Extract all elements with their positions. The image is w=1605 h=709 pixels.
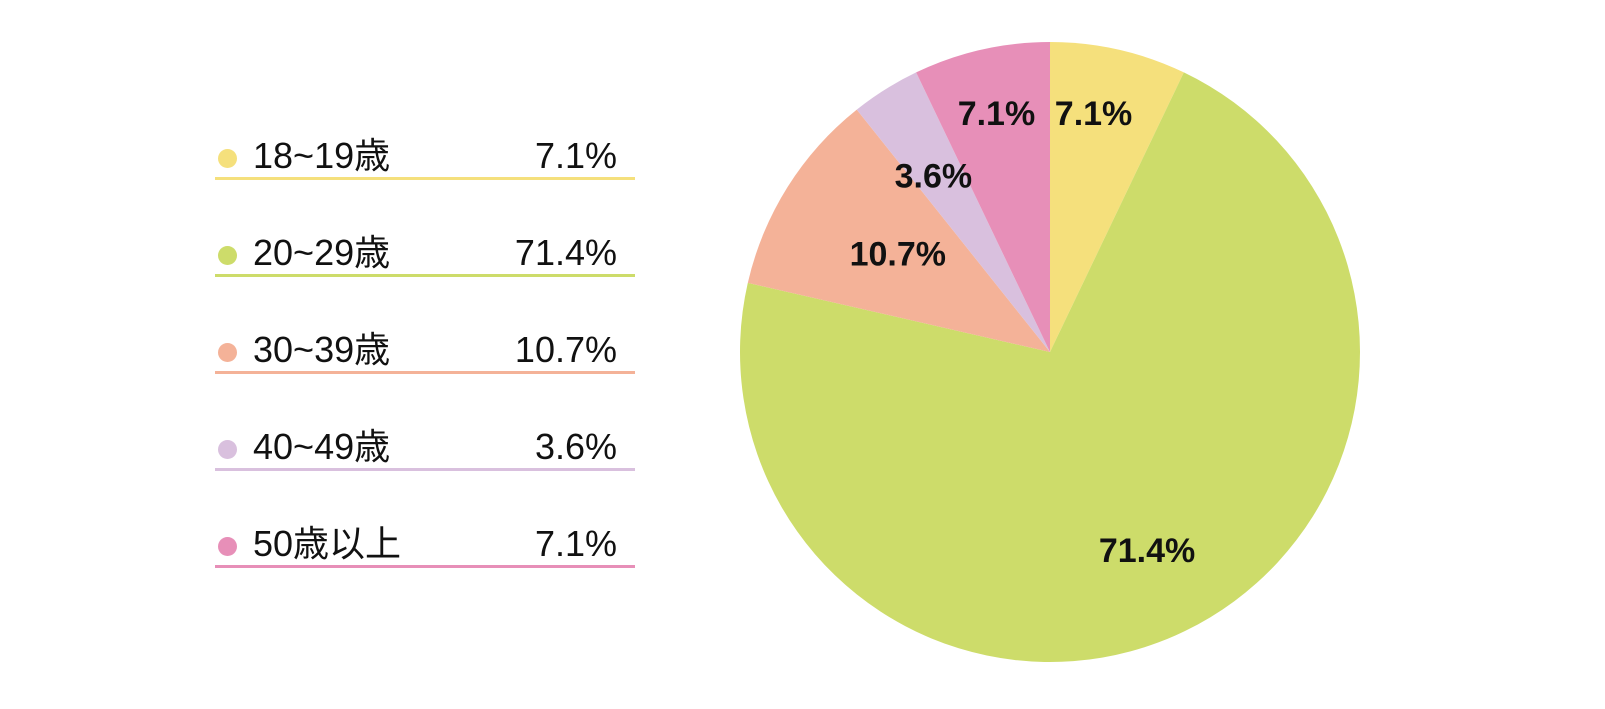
- legend-item-30-39: 30~39歳 10.7%: [215, 316, 635, 413]
- legend-dot-20-29: [218, 246, 237, 265]
- legend-underline-20-29: [215, 274, 635, 277]
- pie-label-40-49: 3.6%: [895, 158, 973, 196]
- legend-label-40-49: 40~49歳: [253, 426, 391, 467]
- legend-underline-40-49: [215, 468, 635, 471]
- legend-value-40-49: 3.6%: [534, 426, 617, 467]
- pie-label-20-29: 71.4%: [1099, 532, 1195, 570]
- pie-label-18-19: 7.1%: [1055, 95, 1133, 133]
- legend-item-50-plus: 50歳以上 7.1%: [215, 510, 635, 607]
- legend-item-18-19: 18~19歳 7.1%: [215, 122, 635, 219]
- legend-label-20-29: 20~29歳: [253, 232, 391, 273]
- pie-label-50-plus: 7.1%: [958, 95, 1036, 133]
- pie-slice-50-plus: [916, 42, 1050, 352]
- legend: 18~19歳 7.1% 20~29歳 71.4% 30~39歳 10.7% 40…: [215, 122, 635, 607]
- legend-value-50-plus: 7.1%: [534, 523, 617, 564]
- pie-slice-40-49: [856, 72, 1050, 352]
- legend-underline-18-19: [215, 177, 635, 180]
- pie-slice-20-29: [739, 72, 1360, 663]
- legend-dot-50-plus: [218, 537, 237, 556]
- legend-item-40-49: 40~49歳 3.6%: [215, 413, 635, 510]
- legend-underline-50-plus: [215, 565, 635, 568]
- legend-label-18-19: 18~19歳: [253, 135, 391, 176]
- legend-dot-30-39: [218, 343, 237, 362]
- legend-underline-30-39: [215, 371, 635, 374]
- pie-slice-18-19: [1050, 42, 1184, 352]
- legend-value-30-39: 10.7%: [514, 329, 617, 370]
- legend-label-30-39: 30~39歳: [253, 329, 391, 370]
- legend-item-20-29: 20~29歳 71.4%: [215, 219, 635, 316]
- legend-dot-40-49: [218, 440, 237, 459]
- pie-slice-30-39: [747, 109, 1050, 352]
- legend-dot-18-19: [218, 149, 237, 168]
- pie-label-30-39: 10.7%: [850, 235, 946, 273]
- legend-label-50-plus: 50歳以上: [253, 523, 402, 564]
- legend-value-20-29: 71.4%: [514, 232, 617, 273]
- legend-value-18-19: 7.1%: [534, 135, 617, 176]
